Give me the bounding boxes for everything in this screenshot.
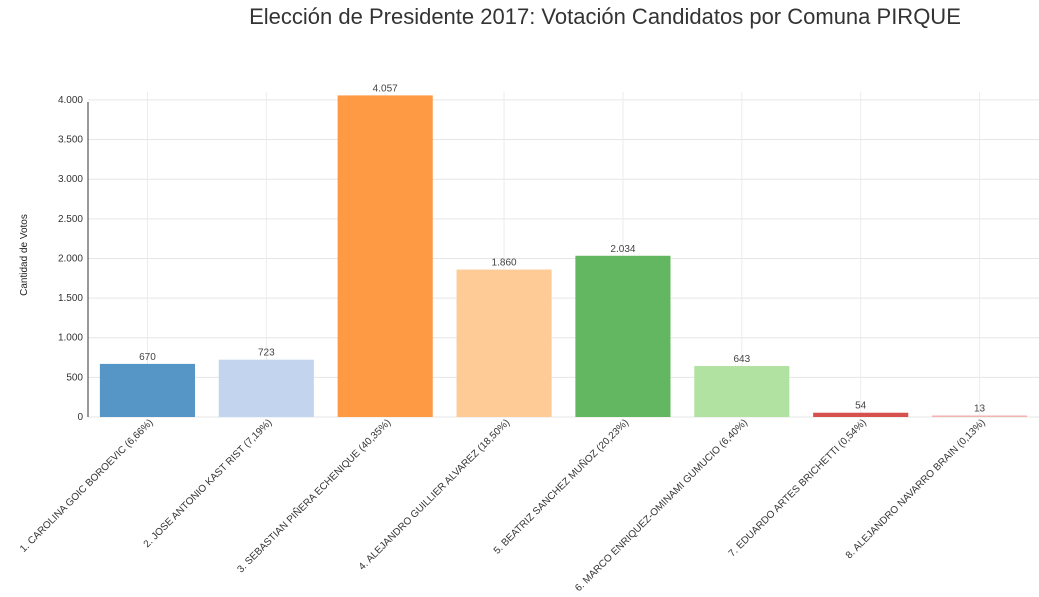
bar[interactable] [99,363,195,417]
data-label: 723 [258,348,275,359]
data-label: 1.860 [492,258,517,269]
data-label: 54 [855,401,867,412]
x-tick-label: 7. EDUARDO ARTES BRICHETTI (0,54%) [727,417,869,559]
y-tick-label: 1.500 [58,293,83,304]
y-tick-label: 500 [66,372,83,383]
data-label: 670 [139,352,156,363]
y-tick-label: 2.500 [58,214,83,225]
y-tick-label: 3.000 [58,174,83,185]
data-label: 4.057 [373,83,398,94]
y-tick-label: 0 [77,412,83,423]
x-tick-label: 8. ALEJANDRO NAVARRO BRAIN (0,13%) [844,417,988,561]
bar[interactable] [456,269,552,417]
x-tick-label: 4. ALEJANDRO GUILLIER ALVAREZ (18,50%) [357,417,512,572]
x-tick-label: 2. JOSE ANTONIO KAST RIST (7,19%) [142,417,275,550]
bar[interactable] [694,366,790,417]
data-label: 643 [733,354,750,365]
x-tick-label: 5. BEATRIZ SANCHEZ MUÑOZ (20,23%) [490,416,631,557]
data-label: 2.034 [610,244,635,255]
data-label: 13 [974,404,986,415]
bar[interactable] [932,415,1028,418]
y-tick-label: 3.500 [58,135,83,146]
y-tick-label: 2.000 [58,253,83,264]
bar[interactable] [813,412,909,417]
y-tick-label: 1.000 [58,333,83,344]
y-axis-title: Cantidad de Votos [19,214,30,296]
bar[interactable] [218,359,314,417]
x-tick-label: 1. CAROLINA GOIC BOROEVIC (6,66%) [18,417,155,554]
bar[interactable] [337,95,433,417]
bars [99,95,1028,418]
chart-title: Elección de Presidente 2017: Votación Ca… [249,4,961,29]
bar[interactable] [575,255,671,417]
y-tick-label: 4.000 [58,95,83,106]
